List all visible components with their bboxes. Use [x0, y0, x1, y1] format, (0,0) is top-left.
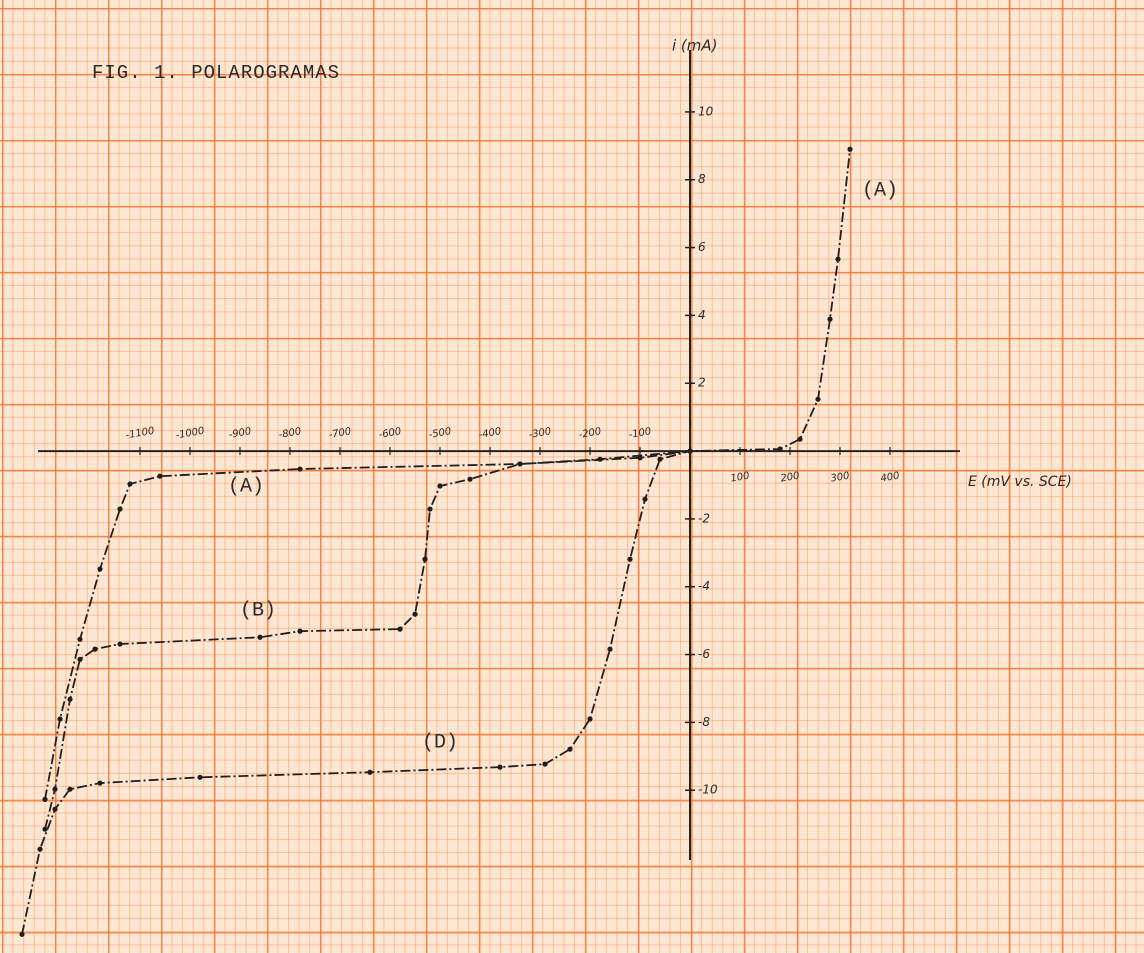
data-point [847, 147, 852, 152]
data-point [42, 797, 47, 802]
data-point [422, 557, 427, 562]
data-point [835, 257, 840, 262]
data-point [642, 497, 647, 502]
data-point [777, 446, 782, 451]
y-tick-label: -4 [698, 579, 710, 593]
chart: FIG. 1. POLAROGRAMAS i (mA) E (mV vs. SC… [0, 0, 1144, 953]
data-point [97, 780, 102, 785]
data-point [497, 765, 502, 770]
curve-label: (A) [228, 475, 264, 498]
data-point [92, 647, 97, 652]
data-point [197, 775, 202, 780]
data-point [117, 506, 122, 511]
data-point [607, 647, 612, 652]
x-tick-label: -100 [628, 426, 652, 441]
x-tick-label: -200 [578, 426, 602, 441]
x-axis-label: E (mV vs. SCE) [968, 474, 1072, 490]
x-tick-label: -900 [228, 426, 252, 441]
x-tick-label: -1100 [125, 426, 156, 442]
data-point [52, 787, 57, 792]
y-tick-label: 2 [698, 376, 706, 390]
x-tick-label: 400 [880, 470, 901, 484]
curve-label: (B) [240, 599, 276, 622]
data-point [437, 483, 442, 488]
x-tick-label: -800 [278, 426, 302, 441]
x-tick-label: -400 [478, 426, 502, 441]
data-point [97, 566, 102, 571]
data-point [67, 697, 72, 702]
data-point [412, 612, 417, 617]
data-point [37, 847, 42, 852]
y-tick-label: -2 [698, 511, 710, 525]
data-point [397, 627, 402, 632]
data-point [297, 629, 302, 634]
data-point [687, 448, 692, 453]
data-point [587, 716, 592, 721]
y-tick-label: 6 [698, 240, 706, 254]
x-tick-label: 100 [730, 470, 751, 484]
data-point [157, 474, 162, 479]
y-tick-label: -10 [698, 783, 718, 797]
data-point [467, 477, 472, 482]
data-point [57, 716, 62, 721]
data-point [815, 397, 820, 402]
curve-label: (A) [862, 179, 898, 202]
data-point [77, 637, 82, 642]
x-tick-label: -1000 [175, 426, 206, 442]
data-point [627, 557, 632, 562]
data-point [77, 657, 82, 662]
graph-paper: FIG. 1. POLAROGRAMAS i (mA) E (mV vs. SC… [0, 0, 1144, 953]
x-tick-label: 300 [830, 470, 851, 484]
data-point [597, 457, 602, 462]
x-tick-label: -300 [528, 426, 552, 441]
data-point [517, 461, 522, 466]
data-point [657, 457, 662, 462]
data-point [367, 770, 372, 775]
curve [22, 451, 690, 934]
x-tick-label: 200 [780, 470, 801, 484]
data-point [567, 747, 572, 752]
data-point [542, 761, 547, 766]
y-tick-label: -6 [698, 647, 710, 661]
y-tick-label: 8 [698, 172, 706, 186]
data-point [52, 807, 57, 812]
chart-title: FIG. 1. POLAROGRAMAS [92, 62, 340, 84]
data-point [797, 437, 802, 442]
data-point [297, 466, 302, 471]
data-point [19, 932, 24, 937]
data-point [257, 635, 262, 640]
x-tick-label: -600 [378, 426, 402, 441]
data-point [427, 506, 432, 511]
y-tick-label: 10 [698, 104, 714, 118]
x-tick-label: -500 [428, 426, 452, 441]
y-axis-label: i (mA) [672, 37, 718, 55]
data-point [67, 787, 72, 792]
data-point [127, 481, 132, 486]
data-point [827, 317, 832, 322]
x-tick-label: -700 [328, 426, 352, 441]
data-point [117, 641, 122, 646]
curve-label: (D) [422, 731, 458, 754]
y-tick-label: 4 [698, 308, 706, 322]
y-tick-label: -8 [698, 715, 710, 729]
